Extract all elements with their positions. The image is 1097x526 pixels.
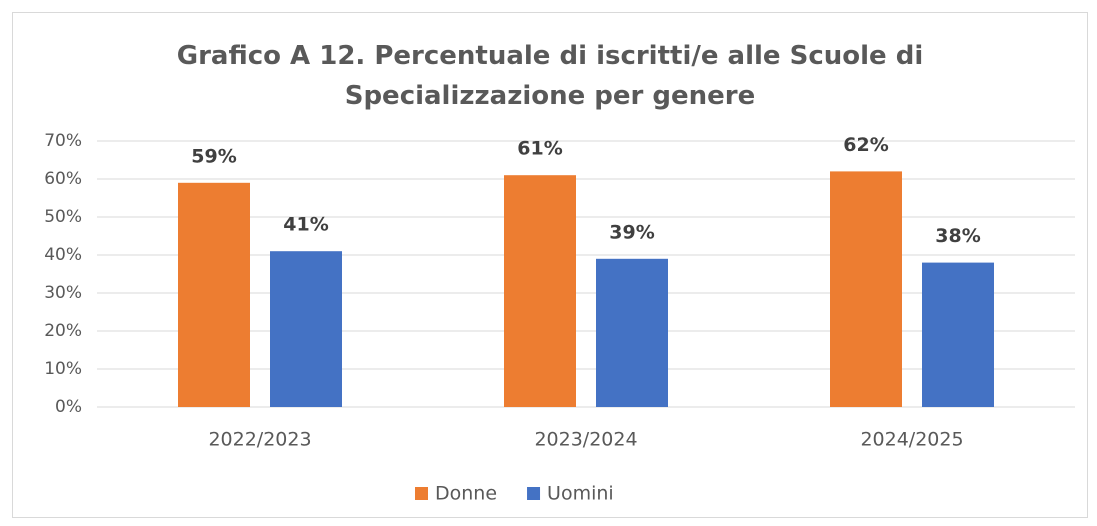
value-label: 61% bbox=[517, 138, 562, 160]
y-tick-label: 10% bbox=[44, 359, 82, 379]
bar bbox=[270, 251, 342, 407]
bar bbox=[830, 171, 902, 407]
y-tick-label: 20% bbox=[44, 321, 82, 341]
bar bbox=[504, 175, 576, 407]
bar bbox=[178, 182, 250, 407]
x-tick-label: 2023/2024 bbox=[534, 429, 637, 451]
chart-border bbox=[12, 12, 1088, 518]
legend-label: Donne bbox=[435, 483, 497, 505]
legend-swatch bbox=[415, 487, 428, 500]
bar bbox=[596, 258, 668, 407]
y-tick-label: 70% bbox=[44, 131, 82, 151]
x-tick-label: 2022/2023 bbox=[208, 429, 311, 451]
y-tick-label: 0% bbox=[55, 397, 82, 417]
value-label: 59% bbox=[191, 145, 236, 167]
y-tick-label: 40% bbox=[44, 245, 82, 265]
legend-label: Uomini bbox=[547, 483, 614, 505]
legend-swatch bbox=[527, 487, 541, 500]
chart-title: Grafico A 12. Percentuale di iscritti/e … bbox=[176, 41, 924, 111]
value-label: 62% bbox=[843, 134, 888, 156]
y-tick-label: 30% bbox=[44, 283, 82, 303]
value-label: 41% bbox=[283, 214, 328, 236]
x-tick-label: 2024/2025 bbox=[860, 429, 963, 451]
y-tick-label: 50% bbox=[44, 207, 82, 227]
value-label: 38% bbox=[935, 225, 980, 247]
y-tick-label: 60% bbox=[44, 169, 82, 189]
bar bbox=[922, 262, 994, 407]
value-label: 39% bbox=[609, 221, 654, 243]
